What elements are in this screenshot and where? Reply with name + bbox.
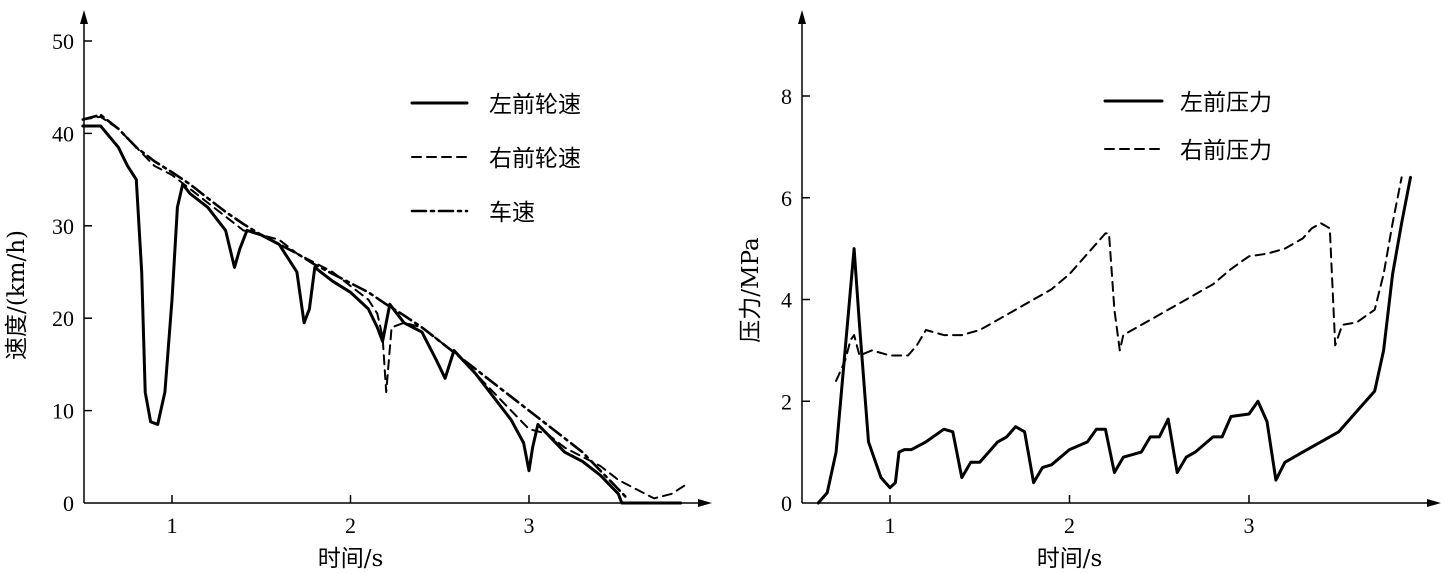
- speed-legend-label-1: 左前轮速: [489, 92, 581, 118]
- speed-y-tick-label: 50: [52, 29, 74, 54]
- speed-x-tick-label: 2: [345, 513, 356, 538]
- speed-y-tick-label: 30: [52, 214, 74, 239]
- speed-x-tick-label: 1: [167, 513, 178, 538]
- pressure-series-line-2: [835, 176, 1403, 382]
- pressure-y-tick-label: 4: [781, 288, 792, 313]
- speed-legend-label-2: 右前轮速: [489, 146, 581, 172]
- speed-y-axis-arrow: [80, 10, 88, 24]
- speed-y-tick-label: 20: [52, 306, 74, 331]
- speed-y-axis-label: 速度/(km/h): [4, 230, 30, 360]
- speed-x-tick-label: 3: [524, 513, 535, 538]
- pressure-series-line-1: [816, 175, 1412, 505]
- pressure-y-tick-label: 2: [781, 389, 792, 414]
- pressure-y-tick-label: 8: [781, 84, 792, 109]
- pressure-x-tick-label: 1: [885, 513, 896, 538]
- pressure-legend-label-2: 右前压力: [1180, 138, 1272, 164]
- speed-x-axis-arrow: [698, 499, 712, 507]
- pressure-x-axis-arrow: [1427, 499, 1441, 507]
- pressure-x-tick-label: 2: [1064, 513, 1075, 538]
- pressure-legend-label-1: 左前压力: [1180, 90, 1272, 116]
- speed-legend-label-3: 车速: [489, 200, 535, 226]
- speed-series-line-1: [81, 124, 683, 505]
- speed-x-axis-label: 时间/s: [318, 546, 384, 572]
- pressure-y-tick-label: 0: [781, 491, 792, 516]
- speed-y-tick-label: 0: [63, 491, 74, 516]
- pressure-y-axis-label: 压力/MPa: [738, 237, 764, 343]
- speed-y-tick-label: 40: [52, 121, 74, 146]
- speed-series-line-3: [81, 113, 629, 500]
- pressure-y-axis-arrow: [798, 10, 806, 24]
- speed-series-line-2: [81, 115, 688, 500]
- pressure-x-tick-label: 3: [1244, 513, 1255, 538]
- pressure-x-axis-label: 时间/s: [1037, 546, 1103, 572]
- pressure-y-tick-label: 6: [781, 186, 792, 211]
- speed-y-tick-label: 10: [52, 399, 74, 424]
